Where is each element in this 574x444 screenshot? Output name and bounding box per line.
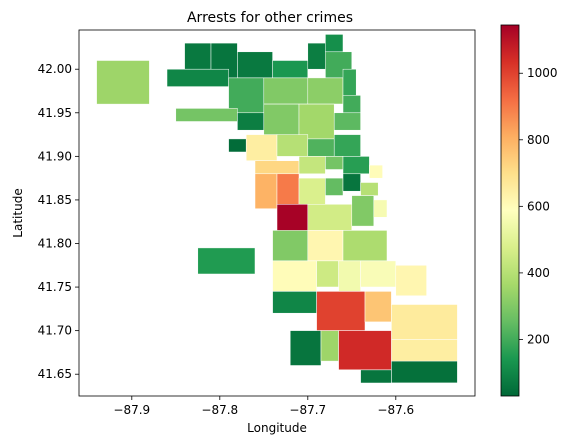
map-region-34 bbox=[342, 173, 361, 192]
map-region-54 bbox=[289, 330, 322, 366]
map-region-14 bbox=[175, 108, 238, 122]
colorbar-tick-label: 200 bbox=[527, 332, 550, 346]
map-region-42 bbox=[342, 230, 388, 262]
map-region-29 bbox=[369, 164, 383, 179]
colorbar-tick-label: 600 bbox=[527, 199, 550, 213]
y-tick-label: 41.70 bbox=[38, 324, 72, 338]
map-region-22 bbox=[276, 134, 309, 157]
map-region-15 bbox=[237, 112, 265, 131]
map-regions bbox=[96, 34, 458, 384]
map-region-17 bbox=[298, 103, 335, 140]
map-region-44 bbox=[272, 260, 317, 292]
x-tick-label: −87.6 bbox=[377, 403, 414, 417]
colorbar-tick-label: 800 bbox=[527, 133, 550, 147]
map-region-16 bbox=[263, 103, 300, 140]
map-region-43 bbox=[197, 247, 256, 275]
y-axis-label: Latitude bbox=[11, 188, 25, 237]
map-region-10 bbox=[228, 77, 265, 114]
y-tick-label: 41.65 bbox=[38, 367, 72, 381]
map-region-12 bbox=[307, 77, 344, 105]
map-region-46 bbox=[338, 260, 361, 292]
y-tick-label: 41.80 bbox=[38, 237, 72, 251]
map-region-50 bbox=[316, 291, 366, 331]
map-region-9 bbox=[166, 68, 229, 87]
x-tick-label: −87.8 bbox=[201, 403, 238, 417]
map-region-2 bbox=[184, 42, 212, 70]
map-region-19 bbox=[333, 112, 361, 131]
map-region-58 bbox=[360, 369, 392, 384]
map-region-38 bbox=[351, 195, 375, 227]
y-tick-label: 42.00 bbox=[38, 62, 72, 76]
map-region-18 bbox=[342, 95, 361, 114]
map-region-40 bbox=[272, 230, 309, 262]
colorbar-tick-label: 1000 bbox=[527, 66, 558, 80]
map-region-45 bbox=[316, 260, 339, 288]
colorbar-ticks: 200 400 600 800 1000 bbox=[519, 66, 558, 346]
x-axis-label: Longitude bbox=[247, 421, 307, 435]
map-region-24 bbox=[333, 134, 361, 157]
plot-frame bbox=[78, 29, 476, 397]
map-region-51 bbox=[364, 291, 392, 323]
map-region-7 bbox=[325, 34, 344, 53]
map-region-47 bbox=[360, 260, 397, 288]
map-region-27 bbox=[325, 156, 344, 170]
y-tick-label: 41.75 bbox=[38, 280, 72, 294]
x-tick-label: −87.7 bbox=[289, 403, 326, 417]
colorbar bbox=[500, 24, 520, 397]
map-region-55 bbox=[320, 330, 339, 362]
map-region-48 bbox=[395, 265, 427, 297]
map-region-23 bbox=[307, 138, 335, 157]
map-region-11 bbox=[263, 77, 309, 105]
y-tick-label: 41.90 bbox=[38, 149, 72, 163]
map-region-33 bbox=[325, 177, 344, 196]
map-region-35 bbox=[360, 182, 379, 196]
colorbar-tick-label: 400 bbox=[527, 266, 550, 280]
y-tick-label: 41.85 bbox=[38, 193, 72, 207]
map-region-20 bbox=[228, 138, 247, 153]
map-region-5 bbox=[272, 60, 309, 79]
chart-title: Arrests for other crimes bbox=[187, 10, 353, 26]
map-region-56 bbox=[338, 330, 392, 371]
map-region-26 bbox=[298, 156, 326, 175]
map-region-4 bbox=[237, 51, 273, 79]
map-region-41 bbox=[307, 230, 344, 262]
map-region-28 bbox=[342, 156, 370, 175]
x-tick-label: −87.9 bbox=[113, 403, 150, 417]
map-region-31 bbox=[276, 173, 300, 205]
map-region-49 bbox=[272, 291, 317, 314]
map-region-32 bbox=[298, 177, 326, 209]
map-region-37 bbox=[307, 204, 353, 231]
map-region-21 bbox=[245, 134, 278, 161]
map-region-57 bbox=[391, 360, 458, 384]
map-region-30 bbox=[254, 173, 278, 209]
map-region-25 bbox=[254, 160, 300, 175]
y-axis: 41.65 41.70 41.75 41.80 41.85 41.90 41.95 42.00 bbox=[38, 62, 79, 381]
y-tick-label: 41.95 bbox=[38, 106, 72, 120]
map-region-39 bbox=[373, 199, 388, 218]
map-region-52 bbox=[391, 304, 458, 340]
map-region-1 bbox=[96, 60, 150, 105]
x-axis: −87.9 −87.8 −87.7 −87.6 bbox=[113, 396, 414, 417]
